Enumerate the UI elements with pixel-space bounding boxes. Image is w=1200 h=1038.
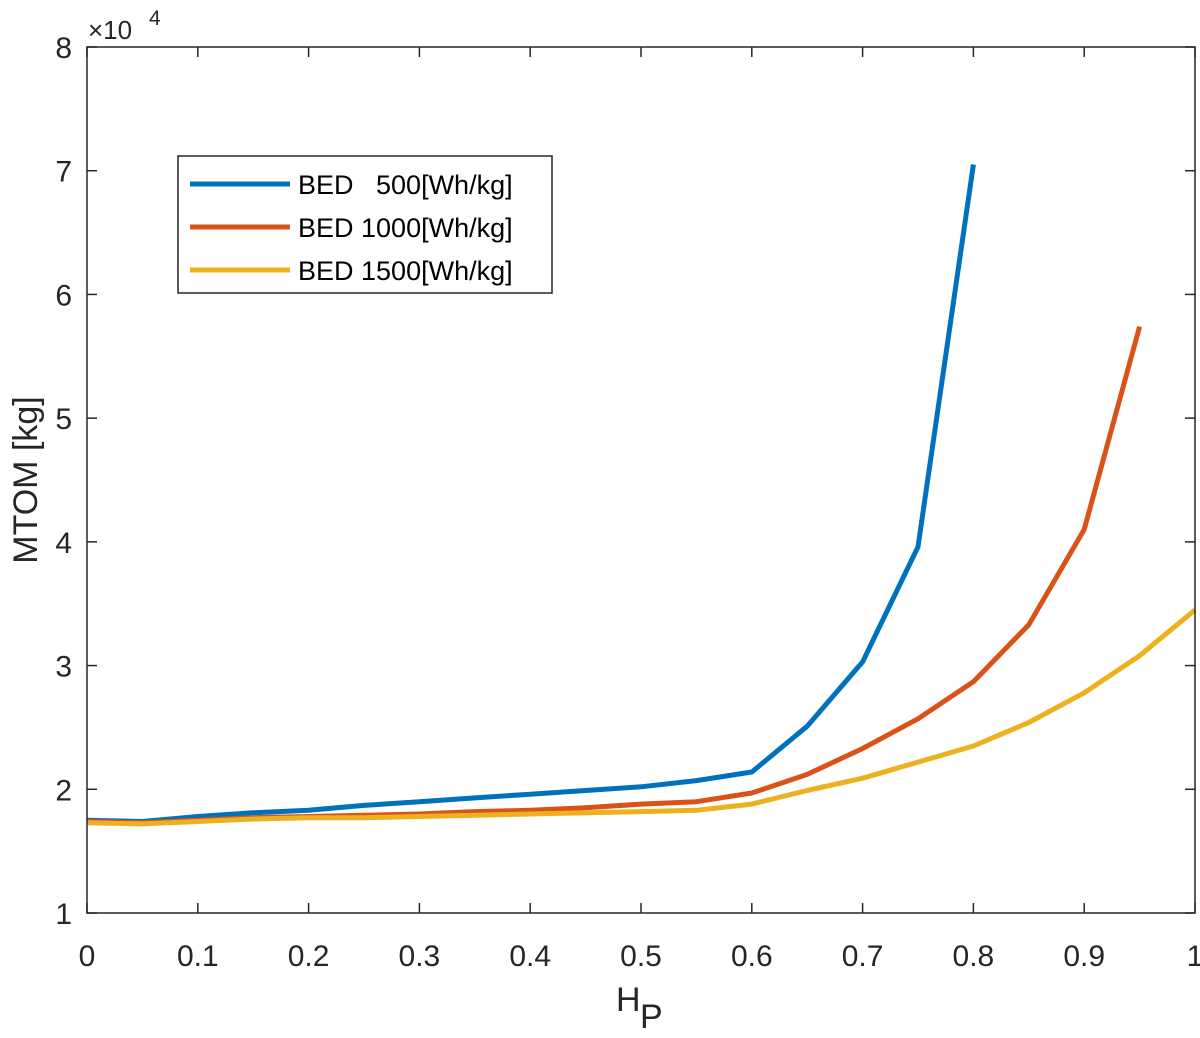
y-tick-label: 8 (55, 32, 72, 65)
x-tick-label: 0 (79, 940, 96, 973)
x-tick-label: 0.9 (1063, 940, 1105, 973)
y-axis-ticks: 1 2 3 4 5 6 7 8 (55, 32, 1195, 931)
x-axis-label: H P (616, 981, 663, 1036)
series-line-1 (86, 164, 976, 824)
series-line-3 (86, 607, 1197, 827)
legend-label-3: BED 1500[Wh/kg] (298, 256, 513, 286)
x-tick-label: 0.4 (509, 940, 551, 973)
x-tick-label: 0.8 (953, 940, 995, 973)
legend-label-2: BED 1000[Wh/kg] (298, 213, 513, 243)
x-tick-label: 0.7 (842, 940, 884, 973)
y-tick-label: 2 (55, 774, 72, 807)
x-tick-label: 0.1 (177, 940, 219, 973)
x-tick-label: 1 (1187, 940, 1200, 973)
y-tick-label: 4 (55, 527, 72, 560)
y-exponent-power: 4 (149, 7, 161, 30)
series-layer (86, 164, 1197, 827)
legend: BED 500[Wh/kg] BED 1000[Wh/kg] BED 1500[Wh… (177, 155, 553, 294)
x-tick-label: 0.3 (399, 940, 441, 973)
x-axis-label-main: H (616, 981, 641, 1019)
y-exponent-base: ×10 (88, 15, 132, 45)
y-tick-label: 1 (55, 898, 72, 931)
x-tick-label: 0.6 (731, 940, 773, 973)
y-tick-label: 3 (55, 651, 72, 684)
y-axis-label: MTOM [kg] (7, 396, 45, 564)
y-tick-label: 7 (55, 156, 72, 189)
x-axis-ticks: 0 0.1 0.2 0.3 0.4 0.5 0.6 0.7 0.8 0.9 1 (79, 47, 1200, 973)
y-tick-label: 6 (55, 279, 72, 312)
y-exponent-label: ×10 4 (88, 7, 161, 45)
y-tick-label: 5 (55, 403, 72, 436)
legend-label-1: BED 500[Wh/kg] (298, 170, 513, 200)
x-tick-label: 0.2 (288, 940, 330, 973)
x-axis-label-subscript: P (640, 998, 663, 1036)
x-tick-label: 0.5 (620, 940, 662, 973)
